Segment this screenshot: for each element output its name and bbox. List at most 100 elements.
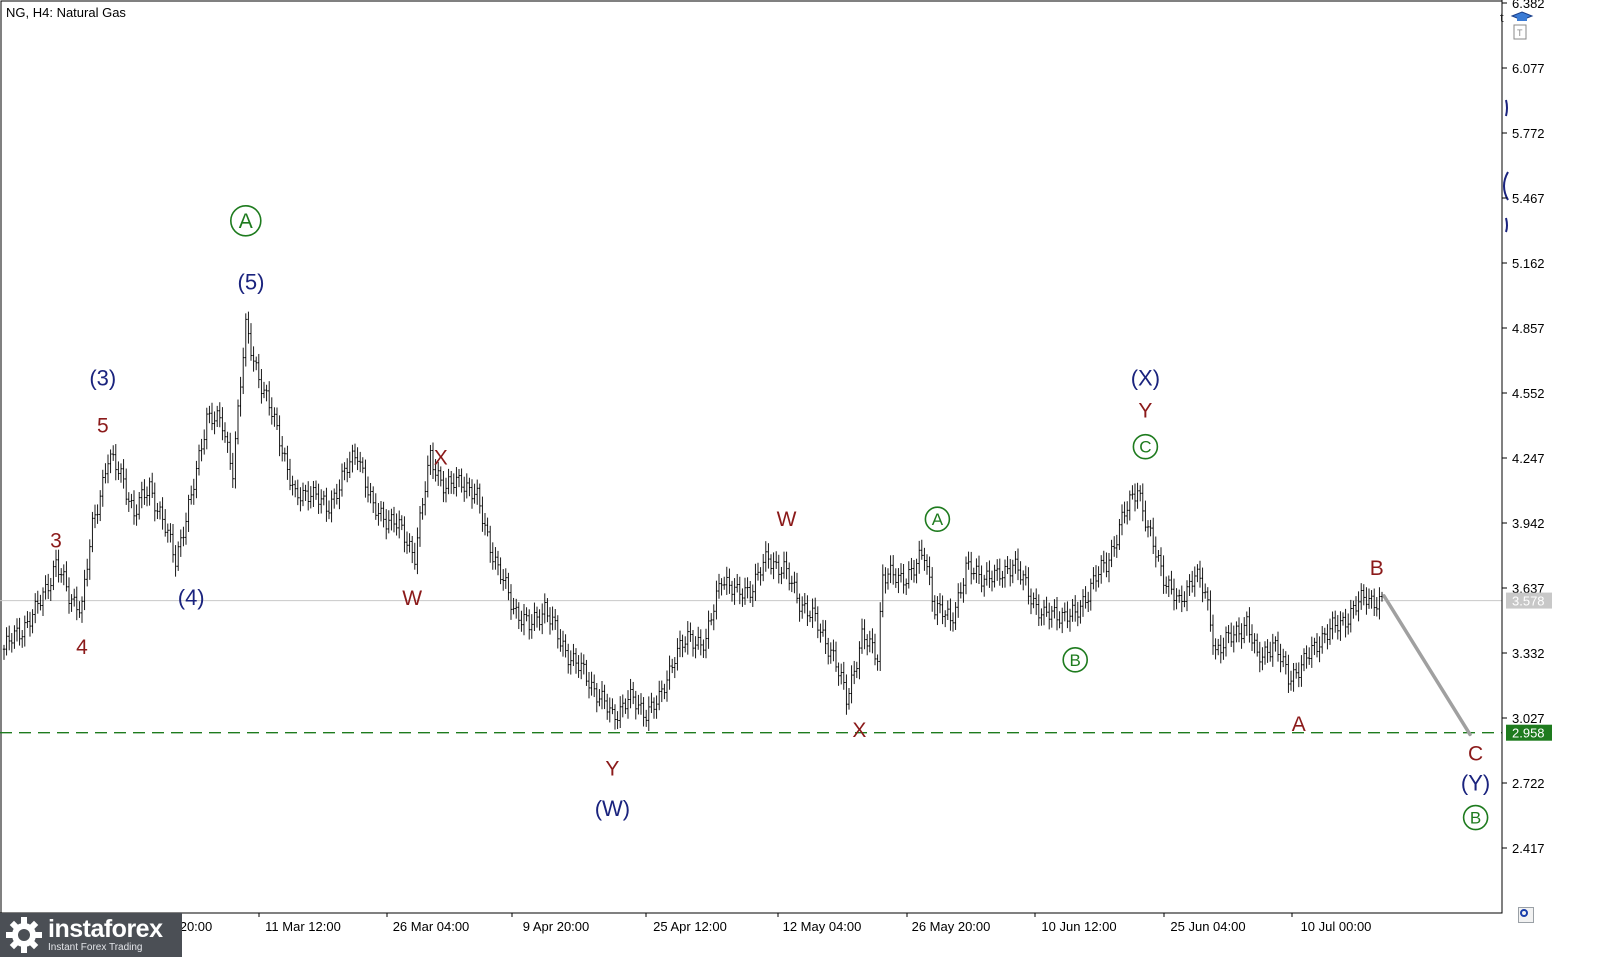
candle: [315, 480, 317, 499]
candle: [1134, 484, 1136, 512]
chart-shift-button[interactable]: [1518, 907, 1534, 923]
candle: [910, 558, 912, 580]
candle: [351, 445, 353, 473]
candle: [1004, 559, 1006, 587]
candle: [216, 406, 218, 427]
candle: [856, 662, 858, 678]
candle: [276, 408, 278, 430]
candle: [648, 696, 650, 731]
candle: [887, 568, 889, 589]
x-tick-label: 20:00: [180, 919, 213, 934]
candle: [986, 562, 988, 585]
candle: [375, 493, 377, 520]
candle: [1378, 587, 1380, 619]
wave-label: A: [932, 510, 944, 529]
candle: [349, 452, 351, 478]
candle: [1324, 628, 1326, 643]
candle: [525, 607, 527, 621]
y-tick-label: 5.467: [1512, 191, 1545, 206]
x-tick-label: 26 Mar 04:00: [393, 919, 470, 934]
candle: [5, 627, 7, 655]
candle: [1207, 587, 1209, 610]
wave-label: B: [1070, 651, 1081, 670]
candle: [291, 476, 293, 496]
candle: [1027, 567, 1029, 604]
candle: [770, 554, 772, 574]
candle: [320, 489, 322, 513]
candle: [421, 498, 423, 520]
candle: [1363, 584, 1365, 605]
candle: [996, 559, 998, 581]
candle: [533, 603, 535, 631]
candle: [908, 561, 910, 588]
candle: [601, 681, 603, 709]
candle: [889, 555, 891, 583]
candle: [884, 567, 886, 593]
candle: [193, 479, 195, 505]
candle: [1370, 590, 1372, 609]
candle: [346, 458, 348, 482]
candle: [710, 613, 712, 625]
candle: [811, 599, 813, 628]
candle: [939, 593, 941, 613]
candle: [128, 492, 130, 512]
candle: [832, 640, 834, 662]
candle: [68, 577, 70, 613]
price-badge-label: 2.958: [1512, 726, 1545, 741]
candle: [260, 369, 262, 404]
candle: [377, 503, 379, 526]
candle: [720, 578, 722, 595]
candle: [804, 593, 806, 613]
trade-icon[interactable]: t: [1500, 10, 1504, 25]
candle: [715, 581, 717, 620]
candle: [419, 506, 421, 547]
candle: [668, 656, 670, 690]
candle: [63, 564, 65, 585]
candle: [1084, 586, 1086, 608]
candle: [788, 562, 790, 590]
candle: [676, 638, 678, 670]
candle: [1188, 574, 1190, 596]
candle: [1259, 642, 1261, 672]
offscreen-label-arc: [1506, 100, 1507, 116]
candle: [369, 483, 371, 503]
candle: [453, 473, 455, 494]
template-icon[interactable]: T: [1514, 25, 1526, 39]
candle: [624, 698, 626, 713]
candle: [900, 563, 902, 582]
candle: [29, 612, 31, 637]
candle: [1331, 612, 1333, 640]
candle: [219, 402, 221, 427]
candle: [1376, 597, 1378, 616]
education-cap-icon[interactable]: [1512, 12, 1532, 21]
candle: [1251, 624, 1253, 651]
candle: [718, 574, 720, 599]
candle: [169, 523, 171, 542]
candle: [1131, 485, 1133, 499]
wave-label: 3: [50, 529, 62, 552]
candle: [931, 567, 933, 612]
candle: [765, 541, 767, 572]
candle: [588, 672, 590, 698]
wave-label: Y: [605, 758, 619, 781]
candle: [731, 581, 733, 602]
candle: [96, 504, 98, 524]
wave-labels: 345(3)(4)A(5)XWY(W)WXAB(X)YCABC(Y)B: [50, 206, 1490, 830]
candle: [590, 672, 592, 696]
candle: [141, 482, 143, 508]
forecast-projection-line: [1384, 596, 1470, 735]
candle: [559, 629, 561, 652]
candle: [1292, 663, 1294, 692]
candle: [515, 599, 517, 619]
candle: [312, 481, 314, 507]
candle: [1025, 566, 1027, 586]
candle: [60, 568, 62, 583]
candle: [112, 445, 114, 461]
candle: [1235, 621, 1237, 642]
candle: [424, 481, 426, 515]
candle: [728, 568, 730, 593]
candle: [341, 464, 343, 497]
candle: [1214, 638, 1216, 659]
candle: [31, 609, 33, 633]
